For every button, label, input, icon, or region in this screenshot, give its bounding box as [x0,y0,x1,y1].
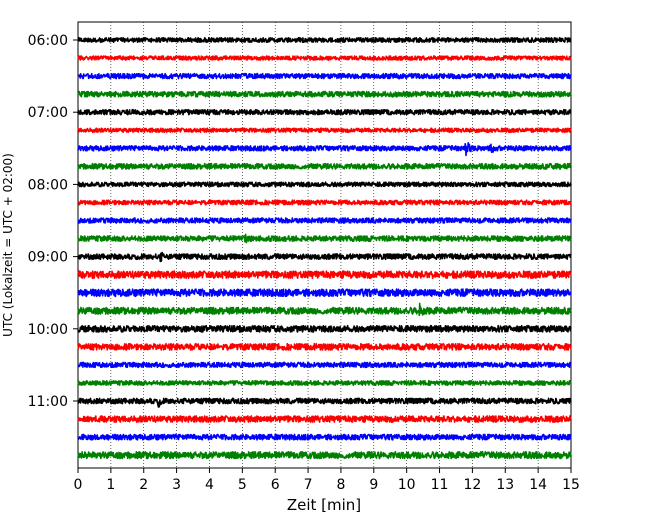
trace-line [77,288,572,298]
trace-line [77,217,572,224]
y-axis-label: UTC (Lokalzeit = UTC + 02:00) [1,153,15,337]
x-tick-label: 3 [172,477,181,493]
x-tick-label: 9 [369,477,378,493]
trace-line [77,72,572,80]
x-axis-ticks: 0 1 2 3 4 5 6 7 8 9 10 11 12 13 14 15 [74,468,580,493]
x-tick-label: 10 [398,477,416,493]
trace-line [77,379,572,386]
y-tick-label: 11:00 [28,394,68,410]
x-tick-label: 6 [271,477,280,493]
x-tick-label: 12 [463,477,481,493]
trace-line [77,433,572,441]
trace-line [77,251,572,263]
x-tick-label: 11 [431,477,449,493]
trace-line [77,451,572,460]
trace-line [77,108,572,116]
trace-line [77,181,572,188]
x-tick-label: 7 [304,477,313,493]
trace-line [77,302,572,317]
trace-line [77,199,572,206]
trace-line [77,37,572,43]
vertical-gridlines [110,22,539,468]
y-tick-label: 10:00 [28,322,68,338]
y-tick-label: 09:00 [28,250,68,266]
x-tick-label: 15 [562,477,580,493]
trace-line [77,361,572,369]
x-tick-label: 5 [238,477,247,493]
trace-line [77,270,572,279]
y-axis-ticks: 06:00 07:00 08:00 09:00 10:00 11:00 [28,33,78,410]
trace-line [77,397,572,408]
trace-line [77,90,572,98]
x-axis-label: Zeit [min] [287,496,361,514]
x-tick-label: 13 [496,477,514,493]
trace-line [77,142,572,157]
y-tick-label: 08:00 [28,177,68,193]
trace-line [77,233,572,244]
trace-line [77,55,572,61]
x-tick-label: 4 [205,477,214,493]
x-tick-label: 1 [106,477,115,493]
trace-line [77,127,572,134]
trace-line [77,162,572,170]
trace-line [77,342,572,351]
x-tick-label: 0 [74,477,83,493]
seismogram-traces [77,37,572,460]
x-tick-label: 8 [336,477,345,493]
x-tick-label: 2 [139,477,148,493]
trace-line [77,415,572,423]
y-tick-label: 07:00 [28,105,68,121]
trace-line [77,324,572,333]
x-tick-label: 14 [529,477,547,493]
y-tick-label: 06:00 [28,33,68,49]
